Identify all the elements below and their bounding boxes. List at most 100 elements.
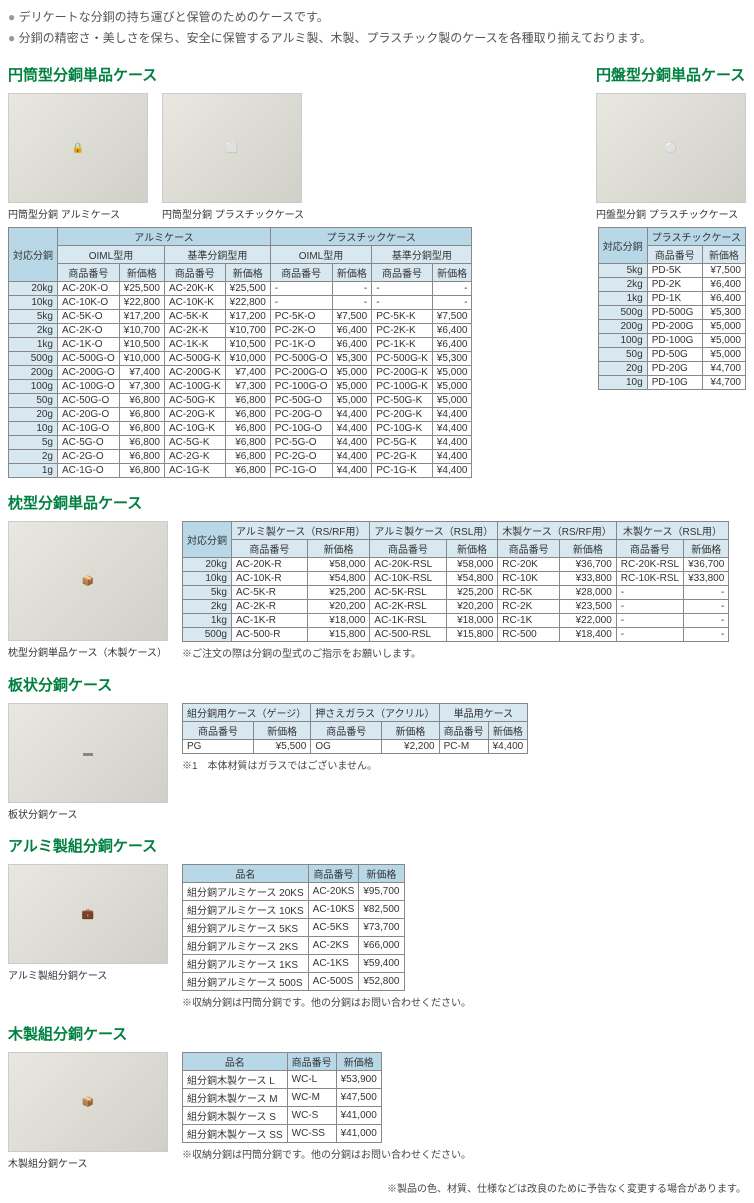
cell: - xyxy=(684,614,729,628)
cell: AC-100G-O xyxy=(58,380,120,394)
cell: ¥6,400 xyxy=(432,338,472,352)
th-pp1: 新価格 xyxy=(307,540,370,558)
cell: - xyxy=(684,600,729,614)
cell: AC-20G-O xyxy=(58,408,120,422)
cell: ¥25,200 xyxy=(446,586,498,600)
cell: 2kg xyxy=(183,600,232,614)
cell: AC-2K-O xyxy=(58,324,120,338)
cell: ¥4,400 xyxy=(332,450,372,464)
th-ws-price: 新価格 xyxy=(336,1053,381,1071)
cell: ¥33,800 xyxy=(559,572,616,586)
cell: 500g xyxy=(183,628,232,642)
cell: AC-20KS xyxy=(308,883,359,901)
table-row: 組分銅アルミケース 20KSAC-20KS¥95,700 xyxy=(183,883,405,901)
table-row: 500gAC-500G-O¥10,000AC-500G-K¥10,000PC-5… xyxy=(9,352,472,366)
cell: WC-S xyxy=(287,1107,336,1125)
cell: ¥6,400 xyxy=(702,278,745,292)
cell: 10kg xyxy=(9,296,58,310)
cell: PC-20G-K xyxy=(372,408,433,422)
table-row: 20gPD-20G¥4,700 xyxy=(598,362,745,376)
s3-note: ※1 本体材質はガラスではございません。 xyxy=(182,757,528,772)
cell: RC-20K-RSL xyxy=(616,558,683,572)
cell: 組分銅アルミケース 500S xyxy=(183,973,309,991)
caption-alu-set: アルミ製組分銅ケース xyxy=(8,967,168,982)
cell: AC-10K-O xyxy=(58,296,120,310)
th-plc3: 商品番号 xyxy=(439,722,488,740)
cell: ¥5,000 xyxy=(332,394,372,408)
table-row: 組分銅木製ケース SSWC-SS¥41,000 xyxy=(183,1125,382,1143)
th-p-weight: 対応分銅 xyxy=(183,522,232,558)
cell: AC-50G-K xyxy=(164,394,225,408)
th-oiml-2: OIML型用 xyxy=(270,246,371,264)
cell: AC-10K-R xyxy=(232,572,308,586)
cell: ¥10,700 xyxy=(225,324,270,338)
th-plp1: 新価格 xyxy=(253,722,310,740)
cell: ¥95,700 xyxy=(359,883,404,901)
image-cylinder-alu: 🔒 xyxy=(8,93,148,203)
cell: PD-5K xyxy=(647,264,702,278)
cell: - xyxy=(372,296,433,310)
table-row: 5kgAC-5K-O¥17,200AC-5K-K¥17,200PC-5K-O¥7… xyxy=(9,310,472,324)
cell: ¥5,300 xyxy=(332,352,372,366)
cell: ¥5,000 xyxy=(702,320,745,334)
cell: ¥5,000 xyxy=(432,394,472,408)
cell: AC-20G-K xyxy=(164,408,225,422)
cell: AC-1K-K xyxy=(164,338,225,352)
table-row: 組分銅アルミケース 5KSAC-5KS¥73,700 xyxy=(183,919,405,937)
table-row: 組分銅木製ケース MWC-M¥47,500 xyxy=(183,1089,382,1107)
cell: AC-20K-K xyxy=(164,282,225,296)
cell: PC-100G-K xyxy=(372,380,433,394)
cell: AC-5G-O xyxy=(58,436,120,450)
cell: ¥58,000 xyxy=(446,558,498,572)
cell: PC-20G-O xyxy=(270,408,332,422)
table-row: 2kgAC-2K-O¥10,700AC-2K-K¥10,700PC-2K-O¥6… xyxy=(9,324,472,338)
cell: ¥5,000 xyxy=(332,366,372,380)
cell: AC-500-RSL xyxy=(370,628,446,642)
cell: - xyxy=(684,586,729,600)
cell: ¥22,800 xyxy=(225,296,270,310)
cell: ¥25,200 xyxy=(307,586,370,600)
cell: ¥7,300 xyxy=(119,380,164,394)
cell: PD-1K xyxy=(647,292,702,306)
th-p-g1: アルミ製ケース（RS/RF用） xyxy=(232,522,370,540)
cell: 500g xyxy=(9,352,58,366)
cell: ¥6,800 xyxy=(225,422,270,436)
cell: AC-500G-O xyxy=(58,352,120,366)
cell: AC-1KS xyxy=(308,955,359,973)
cell: 組分銅アルミケース 20KS xyxy=(183,883,309,901)
cell: AC-5KS xyxy=(308,919,359,937)
cell: ¥6,800 xyxy=(119,464,164,478)
table-row: 10gPD-10G¥4,700 xyxy=(598,376,745,390)
cell: AC-50G-O xyxy=(58,394,120,408)
th-std-1: 基準分銅型用 xyxy=(164,246,270,264)
table-cylinder: 対応分銅 アルミケース プラスチックケース OIML型用 基準分銅型用 OIML… xyxy=(8,227,472,478)
cell: AC-2G-K xyxy=(164,450,225,464)
table-row: 10kgAC-10K-O¥22,800AC-10K-K¥22,800---- xyxy=(9,296,472,310)
cell: 組分銅アルミケース 2KS xyxy=(183,937,309,955)
cell: PC-5G-K xyxy=(372,436,433,450)
table-disc: 対応分銅 プラスチックケース 商品番号 新価格 5kgPD-5K¥7,5002k… xyxy=(598,227,746,390)
th-plc1: 商品番号 xyxy=(183,722,254,740)
cell: ¥82,500 xyxy=(359,901,404,919)
image-cylinder-pla: ⬜ xyxy=(162,93,302,203)
cell: 2kg xyxy=(598,278,647,292)
cell: ¥6,800 xyxy=(119,450,164,464)
cell: ¥25,500 xyxy=(225,282,270,296)
cell: 20kg xyxy=(183,558,232,572)
cell: ¥22,000 xyxy=(559,614,616,628)
cell: 10g xyxy=(9,422,58,436)
cell: PC-5G-O xyxy=(270,436,332,450)
cell: ¥52,800 xyxy=(359,973,404,991)
caption-alu: 円筒型分銅 アルミケース xyxy=(8,206,148,221)
cell: AC-5K-K xyxy=(164,310,225,324)
cell: PC-2K-K xyxy=(372,324,433,338)
cell: - xyxy=(616,614,683,628)
cell: ¥6,400 xyxy=(332,324,372,338)
cell: AC-200G-O xyxy=(58,366,120,380)
table-row: 2kgAC-2K-R¥20,200AC-2K-RSL¥20,200RC-2K¥2… xyxy=(183,600,729,614)
table-row: 500gAC-500-R¥15,800AC-500-RSL¥15,800RC-5… xyxy=(183,628,729,642)
cell: ¥20,200 xyxy=(307,600,370,614)
cell: - xyxy=(616,600,683,614)
table-row: 1kgAC-1K-O¥10,500AC-1K-K¥10,500PC-1K-O¥6… xyxy=(9,338,472,352)
cell: ¥15,800 xyxy=(446,628,498,642)
